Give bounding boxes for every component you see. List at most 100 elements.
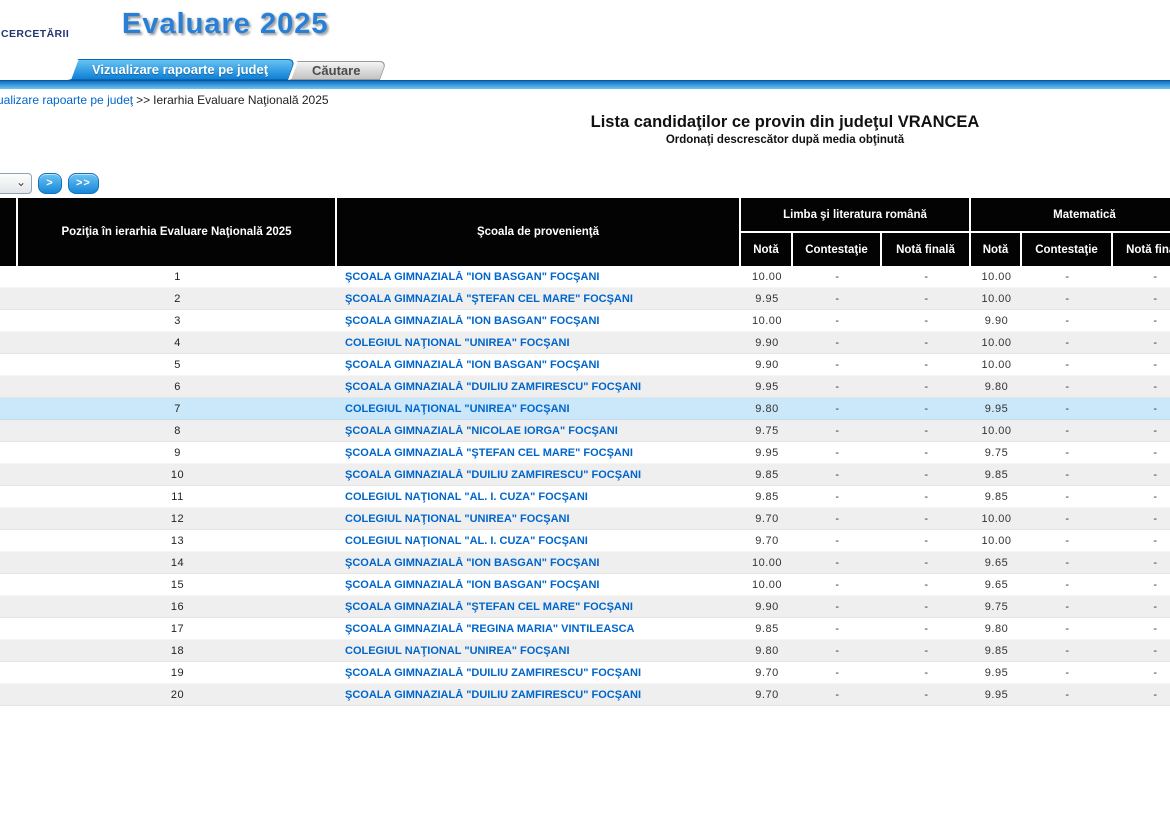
school-link[interactable]: ŞCOALA GIMNAZIALĂ "ŞTEFAN CEL MARE" FOCŞ…: [345, 600, 633, 613]
column-header-math-contestation: Contestaţie: [1022, 233, 1113, 266]
school-link[interactable]: COLEGIUL NAŢIONAL "UNIREA" FOCŞANI: [345, 512, 570, 525]
cell-position: 17: [170, 622, 185, 635]
school-link[interactable]: ŞCOALA GIMNAZIALĂ "ION BASGAN" FOCŞANI: [345, 556, 600, 569]
cell-math-final: -: [1153, 666, 1158, 679]
cell-position: 18: [170, 644, 185, 657]
cell-ro-grade: 9.80: [755, 644, 779, 657]
school-link[interactable]: COLEGIUL NAŢIONAL "UNIREA" FOCŞANI: [345, 336, 570, 349]
school-link[interactable]: ŞCOALA GIMNAZIALĂ "DUILIU ZAMFIRESCU" FO…: [345, 688, 642, 701]
next-page-button[interactable]: >: [38, 172, 62, 194]
cell-position: 4: [174, 336, 181, 349]
cell-position: 15: [170, 578, 185, 591]
cell-position: 1: [174, 270, 181, 283]
column-header-ro-grade: Notă: [741, 233, 793, 266]
cell-ro-grade: 9.95: [755, 380, 779, 393]
table-row: 16 ŞCOALA GIMNAZIALĂ "ŞTEFAN CEL MARE" F…: [0, 596, 1170, 618]
cell-ro-grade: 9.95: [755, 292, 779, 305]
tab-label: Vizualizare rapoarte pe judeţ: [92, 62, 269, 77]
tab-vizualizare-rapoarte[interactable]: Vizualizare rapoarte pe judeţ: [68, 59, 288, 80]
table-row: 7 COLEGIUL NAŢIONAL "UNIREA" FOCŞANI 9.8…: [0, 398, 1170, 420]
cell-position: 20: [170, 688, 185, 701]
school-link[interactable]: ŞCOALA GIMNAZIALĂ "DUILIU ZAMFIRESCU" FO…: [345, 380, 642, 393]
tab-label: Căutare: [312, 63, 361, 78]
cell-math-contestation: -: [1065, 270, 1070, 283]
cell-ro-contestation: -: [835, 666, 840, 679]
school-link[interactable]: ŞCOALA GIMNAZIALĂ "ŞTEFAN CEL MARE" FOCŞ…: [345, 446, 633, 459]
column-header-position: Poziţia în ierarhia Evaluare Naţională 2…: [18, 198, 337, 266]
page-header: CERCETĂRII Evaluare 2025: [0, 0, 1170, 58]
cell-position: 14: [170, 556, 185, 569]
cell-math-contestation: -: [1065, 644, 1070, 657]
cell-ro-contestation: -: [835, 688, 840, 701]
column-header-school: Şcoala de provenienţă: [337, 198, 741, 266]
page-subtitle: Ordonaţi descrescător după media obţinut…: [665, 134, 905, 146]
app-title: Evaluare 2025: [122, 8, 329, 40]
cell-ro-contestation: -: [835, 556, 840, 569]
cell-ro-final: -: [924, 622, 929, 635]
cell-ro-contestation: -: [835, 380, 840, 393]
school-link[interactable]: ŞCOALA GIMNAZIALĂ "NICOLAE IORGA" FOCŞAN…: [345, 424, 618, 437]
school-link[interactable]: ŞCOALA GIMNAZIALĂ "ION BASGAN" FOCŞANI: [345, 314, 600, 327]
cell-math-final: -: [1153, 556, 1158, 569]
school-link[interactable]: ŞCOALA GIMNAZIALĂ "REGINA MARIA" VINTILE…: [345, 622, 635, 635]
cell-math-contestation: -: [1065, 490, 1070, 503]
cell-math-grade: 9.65: [984, 556, 1009, 569]
breadcrumb-link-rapoarte[interactable]: ualizare rapoarte pe judeţ: [0, 93, 134, 107]
cell-ro-final: -: [924, 358, 929, 371]
cell-ro-grade: 9.70: [755, 666, 779, 679]
table-row: 9 ŞCOALA GIMNAZIALĂ "ŞTEFAN CEL MARE" FO…: [0, 442, 1170, 464]
cell-math-final: -: [1153, 402, 1158, 415]
cell-position: 2: [174, 292, 181, 305]
cell-ro-grade: 10.00: [751, 270, 783, 283]
school-link[interactable]: COLEGIUL NAŢIONAL "UNIREA" FOCŞANI: [345, 644, 570, 657]
breadcrumb-separator: >>: [136, 93, 151, 107]
cell-math-final: -: [1153, 358, 1158, 371]
school-link[interactable]: ŞCOALA GIMNAZIALĂ "ION BASGAN" FOCŞANI: [345, 358, 600, 371]
school-link[interactable]: ŞCOALA GIMNAZIALĂ "ION BASGAN" FOCŞANI: [345, 578, 600, 591]
column-header-ro-final: Notă finală: [882, 233, 971, 266]
cell-math-grade: 10.00: [981, 534, 1012, 547]
last-page-button[interactable]: >>: [68, 172, 99, 194]
cell-math-final: -: [1153, 688, 1158, 701]
cell-ro-grade: 9.75: [755, 424, 779, 437]
cell-math-grade: 9.85: [984, 468, 1009, 481]
cell-math-contestation: -: [1065, 424, 1070, 437]
column-header-ro-contestation: Contestaţie: [793, 233, 882, 266]
school-link[interactable]: ŞCOALA GIMNAZIALĂ "DUILIU ZAMFIRESCU" FO…: [345, 666, 642, 679]
school-link[interactable]: ŞCOALA GIMNAZIALĂ "ŞTEFAN CEL MARE" FOCŞ…: [345, 292, 633, 305]
cell-math-grade: 10.00: [981, 424, 1012, 437]
results-table: Poziţia în ierarhia Evaluare Naţională 2…: [0, 198, 1170, 706]
cell-math-grade: 9.85: [984, 644, 1009, 657]
school-link[interactable]: ŞCOALA GIMNAZIALĂ "DUILIU ZAMFIRESCU" FO…: [345, 468, 642, 481]
cell-ro-grade: 9.80: [755, 402, 779, 415]
cell-math-contestation: -: [1065, 666, 1070, 679]
cell-ro-final: -: [924, 512, 929, 525]
cell-math-grade: 10.00: [981, 336, 1012, 349]
school-link[interactable]: ŞCOALA GIMNAZIALĂ "ION BASGAN" FOCŞANI: [345, 270, 600, 283]
table-body: 1 ŞCOALA GIMNAZIALĂ "ION BASGAN" FOCŞANI…: [0, 266, 1170, 706]
page-size-select[interactable]: ⌄: [0, 172, 32, 194]
cell-math-final: -: [1153, 380, 1158, 393]
school-link[interactable]: COLEGIUL NAŢIONAL "UNIREA" FOCŞANI: [345, 402, 570, 415]
table-row: 17 ŞCOALA GIMNAZIALĂ "REGINA MARIA" VINT…: [0, 618, 1170, 640]
cell-ro-grade: 9.85: [755, 468, 779, 481]
table-row: 15 ŞCOALA GIMNAZIALĂ "ION BASGAN" FOCŞAN…: [0, 574, 1170, 596]
cell-math-contestation: -: [1065, 600, 1070, 613]
table-row: 18 COLEGIUL NAŢIONAL "UNIREA" FOCŞANI 9.…: [0, 640, 1170, 662]
cell-ro-grade: 9.70: [755, 512, 779, 525]
cell-ro-contestation: -: [835, 446, 840, 459]
school-link[interactable]: COLEGIUL NAŢIONAL "AL. I. CUZA" FOCŞANI: [345, 534, 588, 547]
tab-cautare[interactable]: Căutare: [288, 61, 380, 80]
chevron-down-icon: ⌄: [15, 174, 26, 189]
school-link[interactable]: COLEGIUL NAŢIONAL "AL. I. CUZA" FOCŞANI: [345, 490, 588, 503]
table-row: 14 ŞCOALA GIMNAZIALĂ "ION BASGAN" FOCŞAN…: [0, 552, 1170, 574]
cell-ro-contestation: -: [835, 314, 840, 327]
table-row: 19 ŞCOALA GIMNAZIALĂ "DUILIU ZAMFIRESCU"…: [0, 662, 1170, 684]
cell-math-contestation: -: [1065, 556, 1070, 569]
table-row: 8 ŞCOALA GIMNAZIALĂ "NICOLAE IORGA" FOCŞ…: [0, 420, 1170, 442]
cell-math-grade: 9.80: [984, 380, 1009, 393]
cell-ro-contestation: -: [835, 578, 840, 591]
cell-ro-final: -: [924, 336, 929, 349]
cell-math-final: -: [1153, 512, 1158, 525]
cell-ro-final: -: [924, 534, 929, 547]
